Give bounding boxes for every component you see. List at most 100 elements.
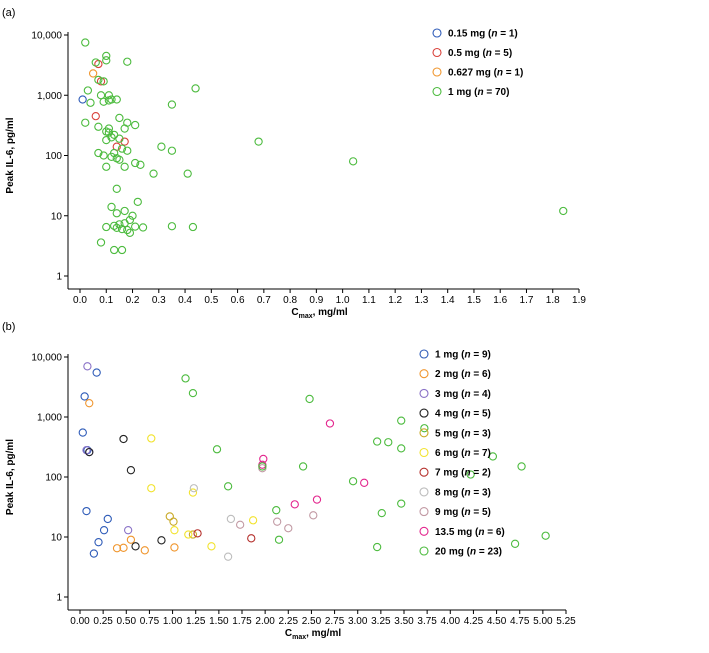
data-point-1-4 bbox=[107, 202, 116, 212]
data-point-2-10 bbox=[325, 419, 335, 428]
data-point-1-4 bbox=[120, 124, 129, 133]
x-tick-label: 1.75 bbox=[232, 616, 252, 627]
data-point-2-11 bbox=[274, 535, 284, 544]
data-point-2-9 bbox=[235, 520, 245, 529]
x-tick-label: 0.75 bbox=[140, 616, 160, 627]
data-point-1-4 bbox=[115, 134, 124, 143]
data-point-1-4 bbox=[94, 122, 103, 131]
x-tick-label: 0.4 bbox=[178, 295, 192, 306]
x-tick-label: 1.8 bbox=[546, 295, 560, 306]
data-point-2-1 bbox=[92, 368, 101, 377]
data-point-1-4 bbox=[131, 158, 140, 168]
x-tick-label: 3.50 bbox=[394, 616, 414, 627]
legend-marker bbox=[432, 67, 442, 77]
data-point-2-1 bbox=[78, 428, 87, 437]
data-point-2-11 bbox=[510, 539, 520, 548]
x-tick-label: 0.50 bbox=[117, 616, 137, 627]
y-axis-title: Peak IL-6, pg/ml bbox=[5, 439, 16, 515]
y-tick-label: 10 bbox=[51, 211, 63, 222]
legend-marker bbox=[419, 467, 429, 477]
data-point-1-4 bbox=[86, 98, 95, 107]
data-point-2-2 bbox=[170, 543, 179, 552]
data-point-2-10 bbox=[312, 495, 322, 504]
chart-panel-2: (b) 1 10 100 1,000 10,000 0.00 0.25 0.50 0.75 1.00… bbox=[2, 321, 576, 641]
data-point-1-4 bbox=[112, 184, 121, 193]
legend-marker bbox=[419, 428, 429, 438]
y-tick-label: 10,000 bbox=[31, 353, 62, 364]
data-point-1-4 bbox=[149, 169, 158, 178]
data-point-2-1 bbox=[80, 392, 89, 401]
data-point-2-2 bbox=[85, 399, 94, 408]
legend-entry: 7 mg (n = 2) bbox=[435, 468, 491, 479]
data-point-1-4 bbox=[109, 130, 119, 140]
data-point-1-4 bbox=[102, 56, 111, 65]
data-point-1-4 bbox=[102, 222, 111, 232]
data-point-2-11 bbox=[223, 482, 233, 491]
legend-marker bbox=[419, 388, 429, 398]
legend-entry: 20 mg (n = 23) bbox=[435, 547, 502, 558]
data-point-1-4 bbox=[188, 222, 198, 232]
data-point-2-9 bbox=[284, 524, 293, 533]
data-point-2-9 bbox=[273, 517, 282, 526]
data-point-2-2 bbox=[126, 535, 136, 544]
x-tick-label: 1.50 bbox=[209, 616, 229, 627]
data-point-1-4 bbox=[91, 58, 100, 67]
data-point-1-4 bbox=[131, 120, 140, 130]
x-tick-label: 0.6 bbox=[231, 295, 245, 306]
legend-entry: 3 mg (n = 4) bbox=[435, 389, 491, 400]
data-point-1-4 bbox=[99, 77, 108, 86]
legend-marker bbox=[419, 408, 429, 418]
data-point-1-4 bbox=[120, 162, 129, 171]
x-axis-title: Cmax, mg/ml bbox=[285, 628, 341, 641]
x-tick-label: 0.3 bbox=[152, 295, 166, 306]
legend-marker bbox=[419, 526, 429, 536]
legend-entry: 8 mg (n = 3) bbox=[435, 487, 491, 498]
data-point-2-11 bbox=[377, 508, 386, 518]
data-point-1-4 bbox=[125, 228, 135, 238]
data-point-2-1 bbox=[82, 506, 91, 516]
data-point-2-6 bbox=[207, 542, 216, 551]
data-point-2-11 bbox=[517, 462, 526, 471]
data-point-1-4 bbox=[138, 223, 148, 232]
data-point-2-6 bbox=[170, 526, 179, 535]
panel-label: (b) bbox=[2, 321, 15, 333]
data-point-2-11 bbox=[373, 437, 382, 446]
x-tick-label: 4.00 bbox=[441, 616, 461, 627]
data-point-2-11 bbox=[420, 424, 429, 433]
data-point-2-10 bbox=[360, 478, 369, 487]
x-tick-label: 1.0 bbox=[336, 295, 350, 306]
x-tick-label: 1.00 bbox=[163, 616, 183, 627]
data-point-1-4 bbox=[167, 146, 177, 155]
y-tick-label: 10 bbox=[51, 533, 63, 544]
data-point-2-11 bbox=[181, 374, 190, 383]
data-point-1-4 bbox=[123, 146, 132, 155]
data-point-2-3 bbox=[83, 362, 92, 371]
x-tick-label: 4.50 bbox=[487, 616, 507, 627]
data-point-1-4 bbox=[81, 38, 90, 47]
x-tick-label: 2.25 bbox=[279, 616, 299, 627]
y-tick-label: 100 bbox=[45, 151, 62, 162]
data-point-1-4 bbox=[559, 206, 568, 216]
data-point-2-4 bbox=[131, 542, 140, 551]
data-point-2-11 bbox=[348, 477, 358, 486]
data-point-1-4 bbox=[94, 75, 103, 85]
data-point-1-4 bbox=[120, 206, 129, 216]
data-point-1-4 bbox=[157, 142, 166, 151]
data-point-2-11 bbox=[373, 542, 382, 552]
data-point-1-4 bbox=[99, 151, 108, 160]
x-tick-label: 1.4 bbox=[441, 295, 455, 306]
x-tick-label: 0.5 bbox=[204, 295, 218, 306]
x-tick-label: 1.9 bbox=[572, 295, 586, 306]
data-point-1-4 bbox=[167, 100, 177, 109]
data-point-2-6 bbox=[184, 530, 193, 539]
data-point-2-11 bbox=[466, 470, 475, 479]
data-point-1-4 bbox=[99, 97, 108, 106]
y-tick-label: 1 bbox=[56, 593, 62, 604]
legend-entry: 2 mg (n = 6) bbox=[435, 369, 491, 380]
data-point-2-7 bbox=[193, 529, 202, 538]
data-point-1-4 bbox=[191, 84, 200, 93]
data-point-1-4 bbox=[102, 162, 111, 171]
data-point-2-11 bbox=[188, 388, 198, 398]
data-point-1-2 bbox=[91, 111, 100, 121]
